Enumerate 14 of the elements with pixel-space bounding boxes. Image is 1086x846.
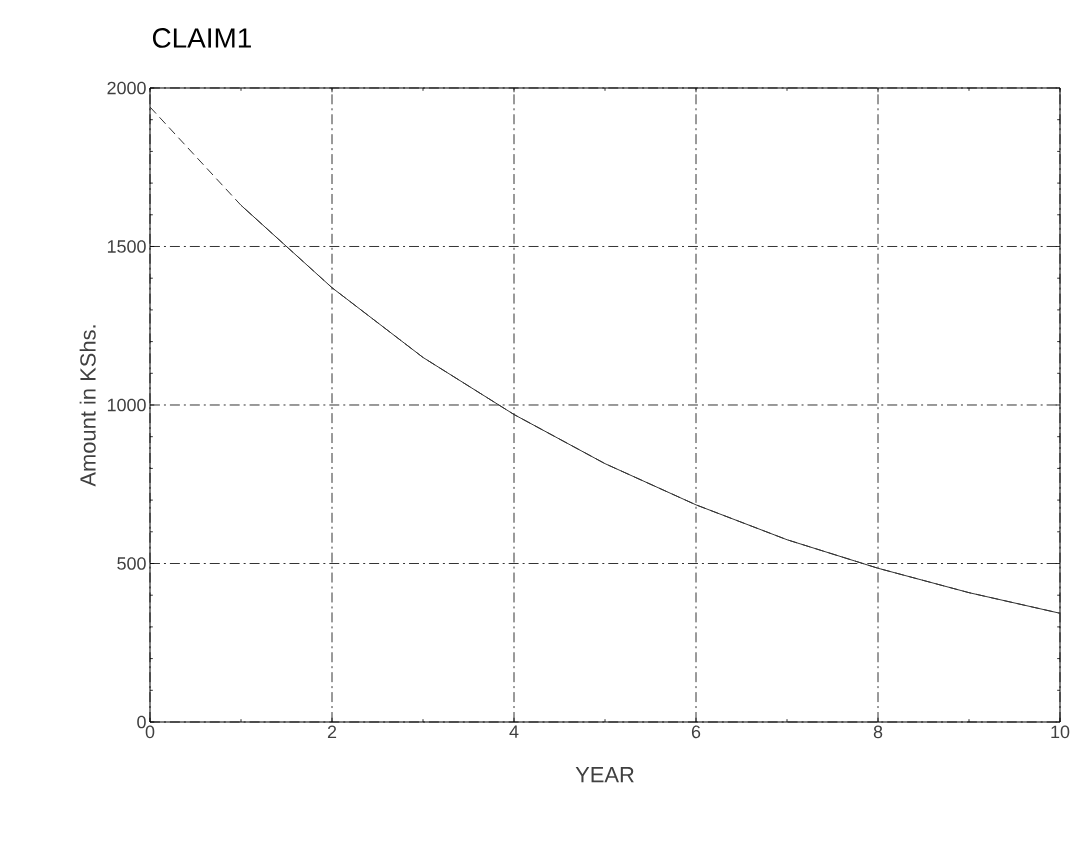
x-tick-label: 4 [509, 725, 519, 738]
y-tick-label: 0 [137, 715, 146, 729]
y-tick-label: 1500 [107, 240, 146, 253]
x-tick-label: 0 [145, 725, 155, 739]
y-tick-label: 2000 [107, 81, 146, 95]
y-tick-label: 1000 [107, 398, 146, 412]
x-tick-label: 10 [1051, 725, 1070, 739]
x-tick-label: 6 [691, 725, 701, 739]
x-tick-label: 2 [327, 725, 337, 739]
x-axis-title: YEAR [575, 767, 634, 783]
chart-title: CLAIM1 [152, 28, 251, 48]
y-axis-title: Amount in KShs. [79, 325, 96, 487]
x-tick-label: 8 [873, 725, 883, 739]
y-tick-label: 500 [117, 557, 146, 570]
